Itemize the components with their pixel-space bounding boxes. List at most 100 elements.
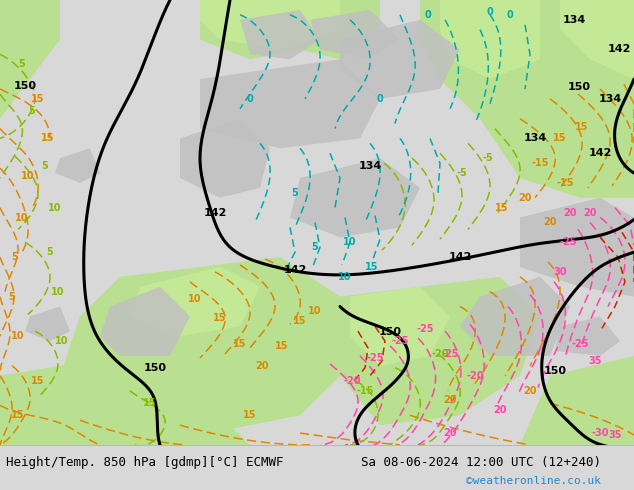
Text: 15: 15: [243, 410, 257, 420]
Text: 0: 0: [507, 10, 514, 20]
Text: 142: 142: [283, 265, 307, 275]
Text: 0: 0: [425, 10, 431, 20]
Text: 5: 5: [18, 59, 25, 69]
Text: 10: 10: [15, 213, 29, 222]
Text: -5: -5: [482, 153, 493, 163]
Text: 15: 15: [495, 203, 508, 213]
Text: -5: -5: [456, 168, 467, 178]
Text: 15: 15: [213, 314, 227, 323]
Text: 15: 15: [233, 339, 247, 349]
Polygon shape: [25, 307, 70, 341]
Text: 15: 15: [143, 398, 157, 408]
Text: 15: 15: [575, 122, 589, 131]
Polygon shape: [200, 59, 380, 148]
Polygon shape: [420, 0, 634, 178]
Polygon shape: [290, 158, 420, 237]
Polygon shape: [560, 0, 634, 79]
Text: -25: -25: [441, 349, 459, 359]
Polygon shape: [130, 267, 260, 336]
Text: 5: 5: [312, 242, 318, 252]
Polygon shape: [520, 198, 634, 296]
Polygon shape: [240, 10, 320, 59]
Text: -25: -25: [366, 353, 384, 363]
Polygon shape: [200, 0, 380, 59]
Text: 142: 142: [607, 45, 631, 54]
Text: 150: 150: [567, 82, 590, 92]
Text: 10: 10: [55, 336, 68, 346]
Text: 5: 5: [292, 188, 299, 198]
Text: 150: 150: [543, 366, 567, 376]
Text: -15: -15: [556, 178, 574, 188]
Polygon shape: [440, 0, 540, 79]
Text: 142: 142: [588, 148, 612, 158]
Text: 15: 15: [365, 262, 378, 272]
Text: 150: 150: [143, 363, 167, 373]
Text: 5: 5: [29, 106, 36, 116]
Text: 10: 10: [22, 171, 35, 181]
Text: 134: 134: [598, 94, 621, 104]
Text: 134: 134: [358, 161, 382, 171]
Text: -25: -25: [417, 324, 434, 334]
Text: 0: 0: [247, 94, 254, 104]
Text: 10: 10: [343, 237, 357, 247]
Polygon shape: [200, 0, 340, 49]
Text: 20: 20: [523, 386, 537, 395]
Polygon shape: [100, 287, 190, 356]
Text: 20: 20: [543, 218, 557, 227]
Text: -15: -15: [356, 386, 374, 395]
Text: 20: 20: [493, 405, 507, 416]
Text: 20: 20: [256, 361, 269, 371]
Text: 15: 15: [553, 133, 567, 144]
Polygon shape: [60, 257, 360, 435]
Text: 134: 134: [562, 15, 586, 25]
Text: -20: -20: [431, 349, 449, 359]
Text: 10: 10: [11, 331, 25, 341]
Text: 0: 0: [487, 7, 493, 17]
Text: -20: -20: [343, 376, 361, 386]
Text: 10: 10: [48, 203, 61, 213]
Polygon shape: [310, 10, 400, 59]
Text: 5: 5: [9, 292, 15, 302]
Text: 142: 142: [448, 252, 472, 262]
Text: Height/Temp. 850 hPa [gdmp][°C] ECMWF: Height/Temp. 850 hPa [gdmp][°C] ECMWF: [6, 456, 284, 468]
Text: ©weatheronline.co.uk: ©weatheronline.co.uk: [466, 476, 601, 487]
Text: -25: -25: [571, 339, 589, 349]
Text: 30: 30: [553, 267, 567, 277]
Text: 15: 15: [31, 376, 45, 386]
Text: 35: 35: [588, 356, 602, 366]
Polygon shape: [350, 287, 450, 366]
Text: 35: 35: [608, 430, 622, 440]
Text: -30: -30: [592, 428, 609, 438]
Polygon shape: [320, 277, 540, 425]
Text: 20: 20: [583, 208, 597, 218]
Text: -20: -20: [466, 371, 484, 381]
Text: 20: 20: [518, 193, 532, 203]
Text: 15: 15: [294, 317, 307, 326]
Text: 150: 150: [378, 327, 401, 337]
Polygon shape: [460, 277, 570, 356]
Text: 20: 20: [443, 428, 456, 438]
Polygon shape: [0, 356, 250, 445]
Polygon shape: [520, 356, 634, 445]
Text: 150: 150: [13, 81, 37, 91]
Text: 15: 15: [11, 410, 25, 420]
Text: 20: 20: [443, 395, 456, 405]
Polygon shape: [340, 20, 460, 99]
Text: 5: 5: [47, 247, 53, 257]
Text: 134: 134: [524, 133, 547, 144]
Text: 10: 10: [188, 294, 202, 304]
Text: 142: 142: [204, 208, 227, 218]
Text: 15: 15: [41, 133, 55, 144]
Text: 5: 5: [42, 161, 48, 171]
Text: 15: 15: [275, 341, 288, 351]
Polygon shape: [180, 119, 270, 198]
Polygon shape: [555, 317, 620, 356]
Polygon shape: [0, 0, 60, 119]
Polygon shape: [480, 99, 634, 198]
Text: 15: 15: [31, 94, 45, 104]
Polygon shape: [55, 148, 100, 183]
Text: -25: -25: [391, 336, 409, 346]
Text: -25: -25: [559, 237, 577, 247]
Text: -15: -15: [531, 158, 549, 168]
Text: 10: 10: [339, 272, 352, 282]
